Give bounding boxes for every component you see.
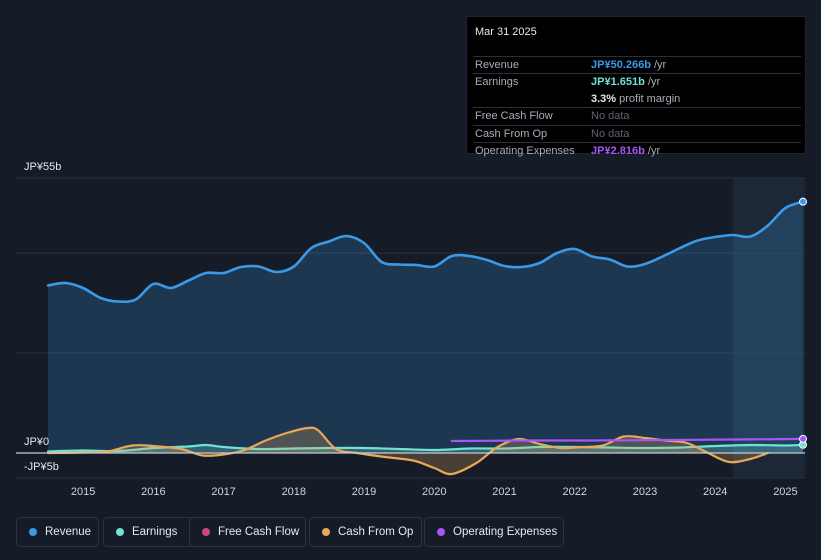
x-tick-label-2019: 2019 [352, 486, 376, 498]
series-area-cash-from-op [48, 427, 768, 475]
tooltip-row-cfo: Cash From Op No data [467, 125, 807, 142]
series-endpoint-operating-expenses [799, 434, 807, 443]
x-tick-label-2025: 2025 [773, 486, 797, 498]
tooltip-fcf-value: No data [591, 110, 630, 122]
tooltip-row-margin: 3.3% profit margin [467, 90, 807, 107]
series-area-earnings [48, 444, 803, 453]
x-tick-label-2020: 2020 [422, 486, 446, 498]
legend-dot-operating-expenses [437, 528, 445, 536]
x-tick-label-2023: 2023 [633, 486, 657, 498]
tooltip: Mar 31 2025 Revenue JP¥50.266b /yr Earni… [466, 16, 807, 157]
tooltip-revenue-value: JP¥50.266b /yr [591, 59, 667, 71]
series-line-earnings [46, 443, 805, 453]
y-tick-label-1: JP¥0 [24, 436, 49, 448]
x-tick-label-2015: 2015 [71, 486, 95, 498]
legend-label-free-cash-flow: Free Cash Flow [218, 526, 300, 538]
tooltip-cfo-value: No data [591, 128, 630, 140]
tooltip-opex-label: Operating Expenses [475, 145, 575, 157]
legend-label-cash-from-op: Cash From Op [338, 526, 414, 538]
legend-dot-cash-from-op [322, 528, 330, 536]
legend-item-earnings[interactable]: Earnings [103, 517, 199, 547]
tooltip-earnings-label: Earnings [475, 76, 519, 88]
y-tick-label-2: -JP¥5b [24, 461, 59, 473]
series-endpoint-revenue [799, 197, 807, 206]
tooltip-fcf-label: Free Cash Flow [475, 110, 553, 122]
tooltip-cfo-label: Cash From Op [475, 128, 548, 140]
tooltip-margin-value: 3.3% profit margin [591, 93, 681, 105]
x-tick-label-2018: 2018 [282, 486, 306, 498]
x-tick-label-2017: 2017 [211, 486, 235, 498]
tooltip-earnings-value: JP¥1.651b /yr [591, 76, 661, 88]
legend-label-operating-expenses: Operating Expenses [453, 526, 558, 538]
y-tick-label-0: JP¥55b [24, 161, 61, 173]
plot-background [16, 178, 805, 478]
tooltip-row-earnings: Earnings JP¥1.651b /yr [467, 73, 807, 90]
legend-item-revenue[interactable]: Revenue [16, 517, 99, 547]
tooltip-date: Mar 31 2025 [475, 26, 537, 38]
legend-dot-revenue [29, 528, 37, 536]
tooltip-row-opex: Operating Expenses JP¥2.816b /yr [467, 142, 807, 159]
legend-label-earnings: Earnings [132, 526, 178, 538]
highlight-band [732, 178, 805, 478]
legend-item-operating-expenses[interactable]: Operating Expenses [424, 517, 564, 547]
tooltip-row-fcf: Free Cash Flow No data [467, 107, 807, 124]
series-line-revenue [46, 200, 805, 304]
x-tick-label-2024: 2024 [703, 486, 727, 498]
legend-item-cash-from-op[interactable]: Cash From Op [309, 517, 422, 547]
series-line-operating-expenses [450, 437, 805, 443]
legend-item-free-cash-flow[interactable]: Free Cash Flow [189, 517, 306, 547]
x-tick-label-2022: 2022 [563, 486, 587, 498]
tooltip-row-revenue: Revenue JP¥50.266b /yr [467, 56, 807, 73]
tooltip-revenue-label: Revenue [475, 59, 520, 71]
legend-dot-earnings [116, 528, 124, 536]
x-tick-label-2021: 2021 [492, 486, 516, 498]
legend-label-revenue: Revenue [45, 526, 92, 538]
tooltip-opex-value: JP¥2.816b /yr [591, 145, 661, 157]
series-area-revenue [48, 201, 803, 453]
legend-dot-free-cash-flow [202, 528, 210, 536]
x-tick-label-2016: 2016 [141, 486, 165, 498]
